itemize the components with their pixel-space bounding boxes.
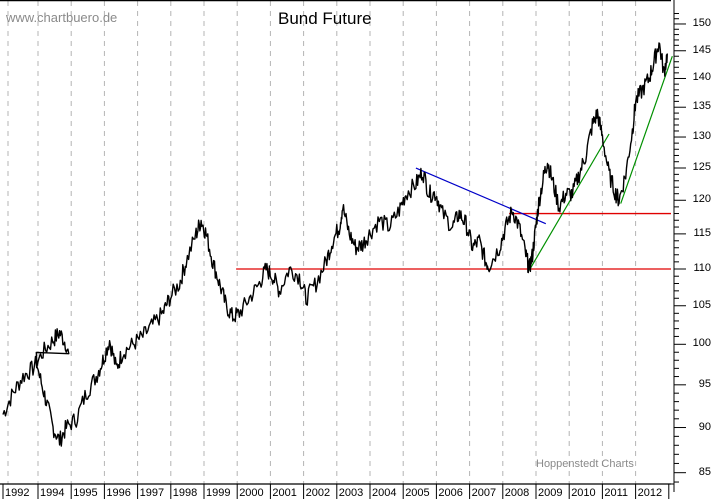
y-tick-label: 150 — [692, 16, 711, 29]
y-tick-label: 125 — [692, 161, 711, 173]
trend-line — [415, 167, 547, 225]
x-axis — [0, 483, 674, 499]
price-series-line — [2, 42, 668, 447]
x-tick-label: 1995 — [73, 487, 98, 499]
x-tick-label: 1999 — [206, 487, 231, 499]
x-tick-label: 2012 — [637, 487, 663, 499]
vertical-gridlines — [7, 1, 637, 484]
chart-title: Bund Future — [278, 9, 372, 28]
y-tick-label: 115 — [693, 226, 711, 239]
y-tick-label: 135 — [692, 100, 711, 113]
x-tick-label: 2009 — [538, 487, 563, 499]
x-tick-label: 1997 — [139, 487, 165, 499]
y-tick-label: 90 — [698, 420, 711, 433]
y-axis — [673, 0, 686, 492]
source-credit: Hoppenstedt Charts — [536, 458, 634, 470]
watermark: www.chartbuero.de — [6, 10, 118, 25]
y-tick-label: 100 — [692, 337, 711, 350]
y-tick-label: 85 — [698, 465, 711, 478]
y-tick-label: 140 — [692, 71, 711, 84]
x-tick-label: 2007 — [471, 487, 497, 499]
x-tick-label: 2010 — [571, 487, 596, 499]
y-tick-label: 120 — [692, 193, 711, 206]
y-tick-label: 105 — [692, 298, 711, 311]
x-tick-label: 1998 — [172, 487, 198, 499]
trend-line — [620, 56, 673, 204]
x-tick-label: 1992 — [5, 487, 30, 499]
x-tick-label: 2004 — [372, 487, 397, 499]
x-tick-label: 2006 — [438, 487, 463, 499]
x-tick-label: 2000 — [239, 487, 264, 499]
x-tick-label: 2011 — [604, 487, 629, 499]
y-tick-label: 95 — [698, 377, 711, 390]
x-tick-label: 2002 — [305, 487, 331, 499]
x-tick-label: 2003 — [338, 487, 364, 499]
x-tick-label: 2005 — [405, 487, 430, 499]
y-tick-label: 110 — [693, 262, 711, 274]
chart-frame — [0, 0, 671, 485]
x-tick-label: 2008 — [504, 487, 530, 499]
x-tick-label: 1994 — [40, 487, 65, 499]
x-tick-label: 1996 — [106, 487, 131, 499]
y-tick-label: 145 — [692, 43, 711, 56]
trend-annotations — [236, 56, 673, 271]
x-tick-label: 2001 — [272, 487, 297, 499]
y-tick-label: 130 — [692, 130, 711, 143]
trend-line — [528, 133, 610, 271]
